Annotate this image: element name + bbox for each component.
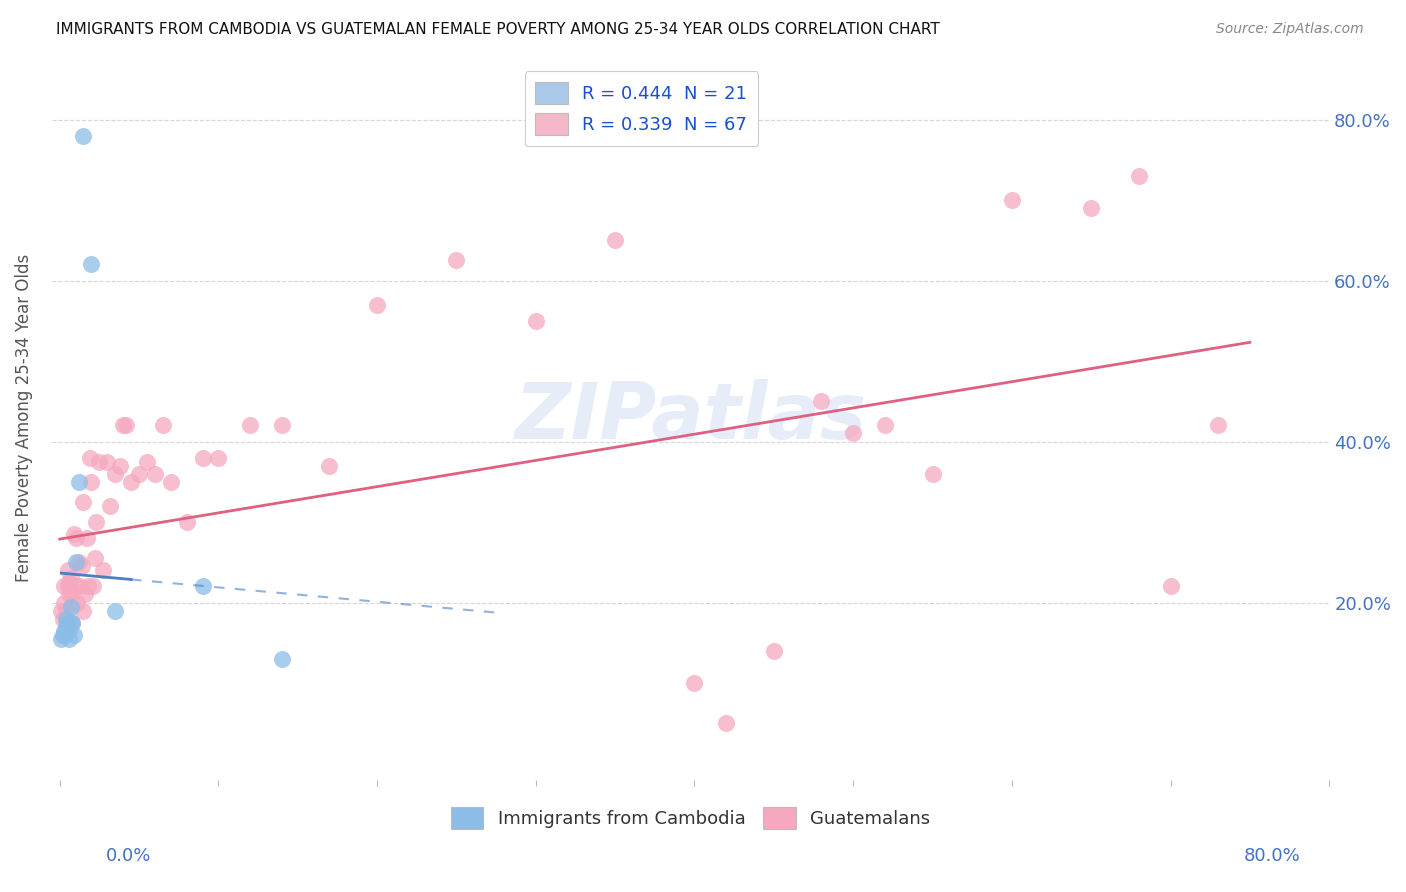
Point: [159, 475, 181, 489]
Point: [60, 615, 83, 630]
Point: [65, 555, 87, 569]
Point: [72, 603, 94, 617]
Text: 80.0%: 80.0%: [1244, 847, 1301, 865]
Point: [63, 527, 86, 541]
Point: [59, 599, 82, 614]
Point: [605, 233, 627, 247]
Point: [65, 531, 87, 545]
Point: [91, 563, 114, 577]
Point: [53, 579, 76, 593]
Point: [56, 620, 79, 634]
Point: [100, 499, 122, 513]
Point: [1001, 193, 1024, 207]
Point: [270, 418, 292, 433]
Point: [446, 253, 468, 268]
Point: [60, 595, 83, 609]
Point: [51, 632, 73, 646]
Point: [82, 579, 104, 593]
Text: Source: ZipAtlas.com: Source: ZipAtlas.com: [1216, 22, 1364, 37]
Point: [55, 603, 77, 617]
Point: [58, 587, 80, 601]
Point: [873, 418, 896, 433]
Point: [76, 531, 98, 545]
Point: [55, 615, 77, 630]
Point: [683, 676, 706, 690]
Point: [53, 595, 76, 609]
Point: [75, 587, 97, 601]
Point: [56, 579, 79, 593]
Point: [59, 615, 82, 630]
Point: [77, 579, 100, 593]
Point: [70, 559, 93, 574]
Point: [176, 515, 198, 529]
Point: [72, 128, 94, 143]
Point: [120, 475, 142, 489]
Point: [191, 450, 214, 465]
Point: [524, 314, 547, 328]
Point: [69, 579, 91, 593]
Point: [79, 450, 101, 465]
Point: [366, 298, 388, 312]
Point: [58, 575, 80, 590]
Point: [1128, 169, 1150, 183]
Text: IMMIGRANTS FROM CAMBODIA VS GUATEMALAN FEMALE POVERTY AMONG 25-34 YEAR OLDS CORR: IMMIGRANTS FROM CAMBODIA VS GUATEMALAN F…: [56, 22, 941, 37]
Text: ZIPatlas: ZIPatlas: [515, 379, 866, 456]
Point: [59, 571, 82, 585]
Point: [80, 475, 103, 489]
Legend: Immigrants from Cambodia, Guatemalans: Immigrants from Cambodia, Guatemalans: [443, 799, 938, 836]
Point: [270, 652, 292, 666]
Point: [128, 467, 150, 481]
Point: [56, 563, 79, 577]
Point: [65, 579, 87, 593]
Point: [239, 418, 262, 433]
Point: [104, 467, 127, 481]
Point: [67, 475, 90, 489]
Point: [1160, 579, 1182, 593]
Point: [55, 620, 77, 634]
Point: [58, 624, 80, 638]
Point: [52, 628, 75, 642]
Point: [921, 467, 943, 481]
Point: [89, 455, 111, 469]
Point: [1206, 418, 1229, 433]
Point: [63, 628, 86, 642]
Point: [66, 595, 89, 609]
Point: [112, 418, 135, 433]
Point: [53, 628, 76, 642]
Point: [72, 495, 94, 509]
Point: [108, 458, 131, 473]
Point: [152, 418, 174, 433]
Point: [104, 603, 127, 617]
Point: [60, 615, 83, 630]
Text: 0.0%: 0.0%: [105, 847, 150, 865]
Point: [80, 257, 103, 271]
Point: [51, 603, 73, 617]
Point: [842, 426, 865, 441]
Point: [318, 458, 340, 473]
Point: [55, 612, 77, 626]
Point: [1080, 201, 1102, 215]
Point: [716, 716, 738, 731]
Point: [58, 632, 80, 646]
Point: [191, 579, 214, 593]
Point: [52, 612, 75, 626]
Point: [56, 615, 79, 630]
Point: [810, 394, 832, 409]
Point: [115, 418, 138, 433]
Point: [84, 515, 107, 529]
Point: [83, 551, 105, 566]
Point: [67, 555, 90, 569]
Point: [53, 624, 76, 638]
Y-axis label: Female Poverty Among 25-34 Year Olds: Female Poverty Among 25-34 Year Olds: [15, 253, 32, 582]
Point: [96, 455, 118, 469]
Point: [136, 455, 159, 469]
Point: [762, 644, 785, 658]
Point: [143, 467, 166, 481]
Point: [59, 583, 82, 598]
Point: [207, 450, 229, 465]
